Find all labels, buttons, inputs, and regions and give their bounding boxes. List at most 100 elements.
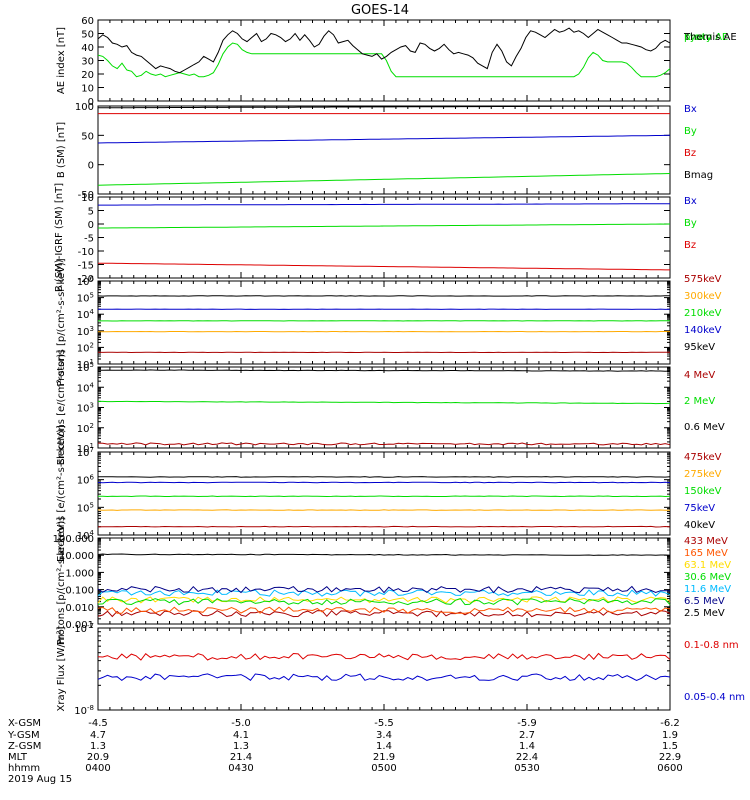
series-line [98, 476, 671, 478]
series-line [97, 598, 671, 606]
y-tick-label: -10 [78, 247, 94, 258]
series-line [97, 481, 671, 484]
panel-frame [97, 196, 671, 279]
y-tick-label: 40 [81, 43, 94, 54]
y-tick-label: 10-7 [74, 622, 94, 635]
y-tick-label: -20 [78, 274, 94, 285]
legend-entry: By [684, 126, 697, 137]
x-tick-label: 20.9 [87, 752, 109, 763]
legend-entry: 300keV [684, 291, 722, 302]
chart-title: GOES-14 [351, 3, 409, 18]
legend-entry: 475keV [684, 452, 722, 463]
y-axis-label: Electrons [e/(cm²-s-sr)] [56, 350, 67, 466]
series-line [98, 203, 670, 206]
y-tick-label: 0.001 [65, 620, 94, 631]
series-line [97, 525, 671, 528]
legend-entry: 63.1 MeV [684, 560, 731, 571]
x-tick-label: 21.9 [373, 752, 395, 763]
series-line [97, 27, 671, 74]
x-tick-label: 0430 [228, 763, 253, 774]
x-tick-label: 1.5 [662, 741, 678, 752]
x-tick-label: 22.9 [659, 752, 681, 763]
y-axis-label: Xray Flux [W/m²] [56, 626, 67, 711]
y-tick-label: 105 [77, 361, 94, 374]
y-tick-label: 5 [88, 207, 94, 218]
legend-entry: 0.1-0.8 nm [684, 640, 739, 651]
legend-entry: 2 MeV [684, 396, 715, 407]
panel-frame [97, 451, 671, 536]
y-tick-label: 101 [77, 442, 94, 455]
legend-entry: 275keV [684, 469, 722, 480]
y-tick-label: 103 [77, 402, 94, 415]
x-row-label: Z-GSM [8, 741, 41, 752]
x-tick-label: 2.7 [519, 730, 535, 741]
panel-frame [97, 366, 671, 449]
panel-5: 104 105 106 107 Electrons [e/(cm²-s-sr-keV)]… [56, 425, 722, 562]
panel-6: 0.001 0.010 0.100 1.000 10.000 100.000Protons… [53, 517, 732, 645]
series-line [97, 42, 671, 78]
legend-entry: 75keV [684, 503, 715, 514]
y-tick-label: -50 [78, 190, 94, 201]
y-tick-label: 50 [81, 131, 94, 142]
legend-entry: Bmag [684, 170, 713, 181]
series-line [97, 610, 671, 618]
panel-1: -50 0 50 100 B (SM) [nT] Bx By Bz Bmag [56, 102, 713, 201]
x-tick-label: 1.9 [662, 730, 678, 741]
panel-7: 10-8 10-7 Xray Flux [W/m²] 0.1-0.8 nm 0.05-0… [56, 622, 745, 717]
y-tick-label: 106 [77, 474, 95, 487]
y-axis-label: Electrons [e/(cm²-s-sr-keV)] [56, 425, 67, 562]
y-tick-label: 10.000 [59, 551, 94, 562]
y-tick-label: 104 [77, 381, 95, 394]
y-axis-label: B (SM)-IGRF (SM) [nT] [54, 183, 65, 292]
legend-entry: 40keV [684, 520, 715, 531]
y-tick-label: 0 [88, 97, 94, 108]
series-line [97, 596, 671, 604]
series-line [98, 369, 671, 372]
panel-3: 101 102 103 104 105 106 Protons [p/(cm²-s-sr-k… [56, 258, 722, 386]
y-tick-label: 0.100 [65, 586, 94, 597]
legend-entry: 140keV [684, 325, 722, 336]
y-tick-label: 60 [81, 16, 94, 27]
x-tick-label: -6.2 [660, 718, 680, 729]
y-tick-label: 103 [77, 325, 94, 338]
panel-4: 101 102 103 104 105 Electrons [e/(cm²-s-sr)] 4… [56, 350, 725, 466]
x-tick-label: 3.4 [376, 730, 392, 741]
series-line [97, 509, 671, 511]
legend-entry: 150keV [684, 486, 722, 497]
series-line [97, 105, 670, 109]
legend-entry: 0.05-0.4 nm [684, 692, 745, 703]
series-line [98, 262, 670, 271]
x-tick-label: -5.5 [374, 718, 394, 729]
y-tick-label: 105 [77, 292, 94, 305]
series-line [97, 652, 671, 661]
series-line [98, 223, 671, 229]
legend-entry: 30.6 MeV [684, 572, 731, 583]
series-line [97, 553, 671, 556]
x-tick-label: -4.5 [88, 718, 108, 729]
y-axis-label: Protons [p/(cm²-s-sr-keV)] [56, 517, 67, 645]
panel-frame [97, 627, 671, 711]
x-tick-label: 0530 [514, 763, 539, 774]
legend-entry: Bz [684, 240, 696, 251]
legend-entry: 210keV [684, 308, 722, 319]
legend-entry: 0.6 MeV [684, 422, 725, 433]
panel-frame [97, 19, 671, 102]
x-tick-label: 22.4 [516, 752, 538, 763]
panel-frame [97, 280, 671, 365]
y-tick-label: 107 [77, 446, 94, 459]
y-tick-label: -15 [78, 261, 94, 272]
legend-entry: proxy AE [684, 32, 728, 43]
y-tick-label: 10 [81, 193, 94, 204]
y-tick-label: 30 [81, 57, 94, 68]
y-tick-label: 50 [81, 30, 94, 41]
x-tick-label: 0500 [371, 763, 396, 774]
x-row-label: Y-GSM [7, 730, 40, 741]
series-line [97, 606, 671, 614]
x-tick-label: 4.7 [90, 730, 106, 741]
y-tick-label: 0 [88, 161, 94, 172]
legend-entry: 4 MeV [684, 370, 715, 381]
y-tick-label: 104 [77, 529, 95, 542]
legend-entry: 2.5 MeV [684, 608, 725, 619]
series-line [97, 173, 671, 186]
